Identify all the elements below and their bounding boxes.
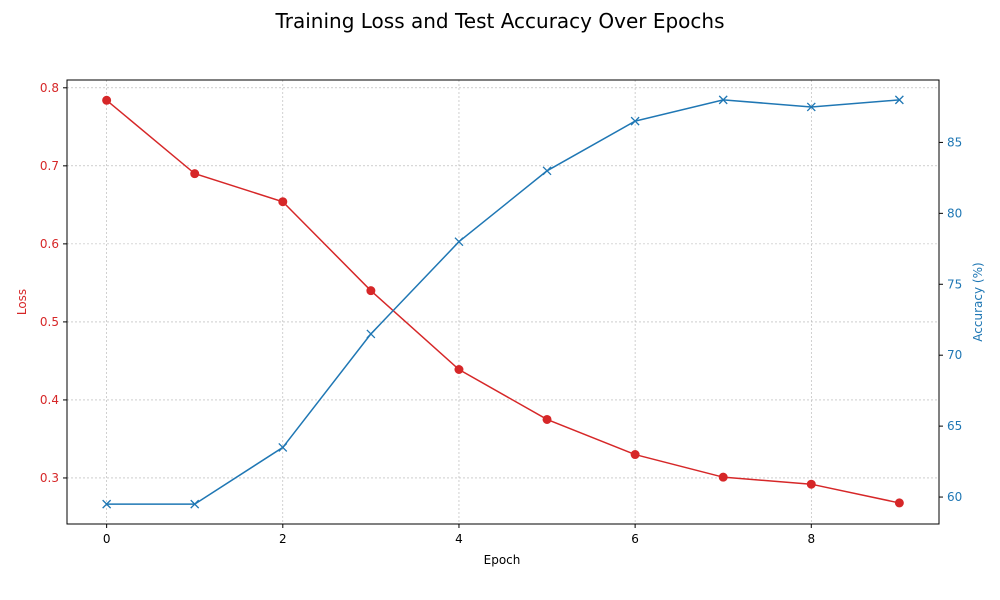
right-y-tick-label: 85 [947, 135, 962, 149]
loss-point [806, 479, 816, 489]
x-tick-label: 2 [279, 532, 287, 546]
accuracy-point [190, 499, 200, 509]
right-y-tick-label: 75 [947, 277, 962, 291]
x-tick-label: 0 [103, 532, 111, 546]
left-y-tick-label: 0.8 [40, 81, 59, 95]
right-axis-title: Accuracy (%) [971, 262, 985, 341]
axes: 0 2 4 6 8 0.3 0.4 0.5 0.6 0.7 0.8 60 65 70 75 80 85 [40, 81, 962, 546]
x-tick-label: 6 [631, 532, 639, 546]
loss-series [102, 95, 904, 508]
series-layer [102, 95, 904, 509]
left-axis-title: Loss [15, 289, 29, 315]
accuracy-point [102, 499, 112, 509]
left-y-tick-label: 0.7 [40, 159, 59, 173]
loss-point [366, 286, 376, 296]
loss-point [718, 472, 728, 482]
loss-point [542, 414, 552, 424]
loss-point [894, 498, 904, 508]
x-tick-label: 4 [455, 532, 463, 546]
accuracy-point [542, 166, 552, 176]
left-y-tick-label: 0.6 [40, 237, 59, 251]
accuracy-point [454, 237, 464, 247]
loss-point [630, 450, 640, 460]
loss-point [190, 169, 200, 179]
accuracy-series [102, 95, 904, 509]
accuracy-point [366, 329, 376, 339]
accuracy-point [806, 102, 816, 112]
plot-frame [66, 79, 940, 525]
left-y-tick-label: 0.3 [40, 471, 59, 485]
grid [67, 80, 939, 524]
chart-title: Training Loss and Test Accuracy Over Epo… [274, 9, 724, 33]
right-y-tick-label: 70 [947, 348, 962, 362]
right-y-tick-label: 80 [947, 206, 962, 220]
loss-point [454, 364, 464, 374]
left-y-tick-label: 0.5 [40, 315, 59, 329]
loss-line [106, 99, 900, 504]
right-y-tick-label: 65 [947, 419, 962, 433]
accuracy-point [894, 95, 904, 105]
right-y-tick-label: 60 [947, 490, 962, 504]
accuracy-point [278, 442, 288, 452]
x-axis-title: Epoch [484, 553, 521, 567]
loss-point [102, 95, 112, 105]
x-tick-label: 8 [807, 532, 815, 546]
accuracy-point [718, 95, 728, 105]
left-y-tick-label: 0.4 [40, 393, 59, 407]
accuracy-point [630, 116, 640, 126]
accuracy-line [106, 99, 900, 505]
loss-point [278, 197, 288, 207]
